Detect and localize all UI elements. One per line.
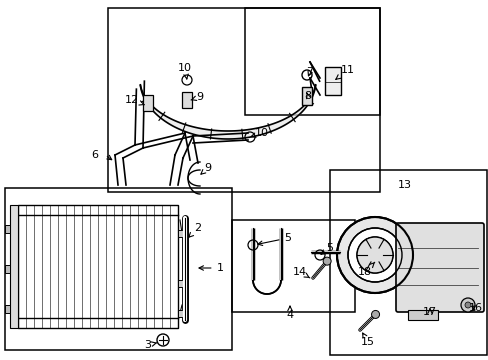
Polygon shape [140,85,315,139]
Text: 2: 2 [188,223,201,237]
Circle shape [347,228,401,282]
Circle shape [464,302,470,308]
Text: 12: 12 [124,95,144,105]
Text: 9: 9 [201,163,211,174]
Circle shape [323,257,330,265]
Circle shape [356,237,392,273]
Text: 7: 7 [306,67,313,77]
Bar [5,305,10,313]
Bar [182,92,192,108]
Bar [178,280,184,287]
Text: 11: 11 [335,65,354,80]
Text: 10: 10 [178,63,192,79]
Text: 1: 1 [199,263,223,273]
Text: 18: 18 [357,262,374,277]
Text: 15: 15 [360,333,374,347]
Text: 5: 5 [257,233,291,246]
Bar [178,230,184,237]
Circle shape [336,217,412,293]
Text: 4: 4 [286,306,293,320]
Bar [178,310,184,317]
Bar [10,205,18,328]
Text: 9: 9 [191,92,203,102]
Circle shape [460,298,474,312]
Bar [5,265,10,273]
Text: 13: 13 [397,180,411,190]
Bar [5,225,10,233]
Text: 14: 14 [292,267,309,278]
Text: 6: 6 [91,150,98,160]
Bar [407,310,437,320]
Circle shape [371,310,379,319]
Text: 5: 5 [320,243,333,255]
Text: 10: 10 [251,128,268,138]
Bar [325,67,340,95]
FancyBboxPatch shape [395,223,483,312]
Text: 17: 17 [422,307,436,317]
Text: 8: 8 [304,91,311,101]
Bar [142,95,153,111]
Text: 3: 3 [144,340,157,350]
Bar [302,87,311,105]
Text: 16: 16 [468,303,482,313]
